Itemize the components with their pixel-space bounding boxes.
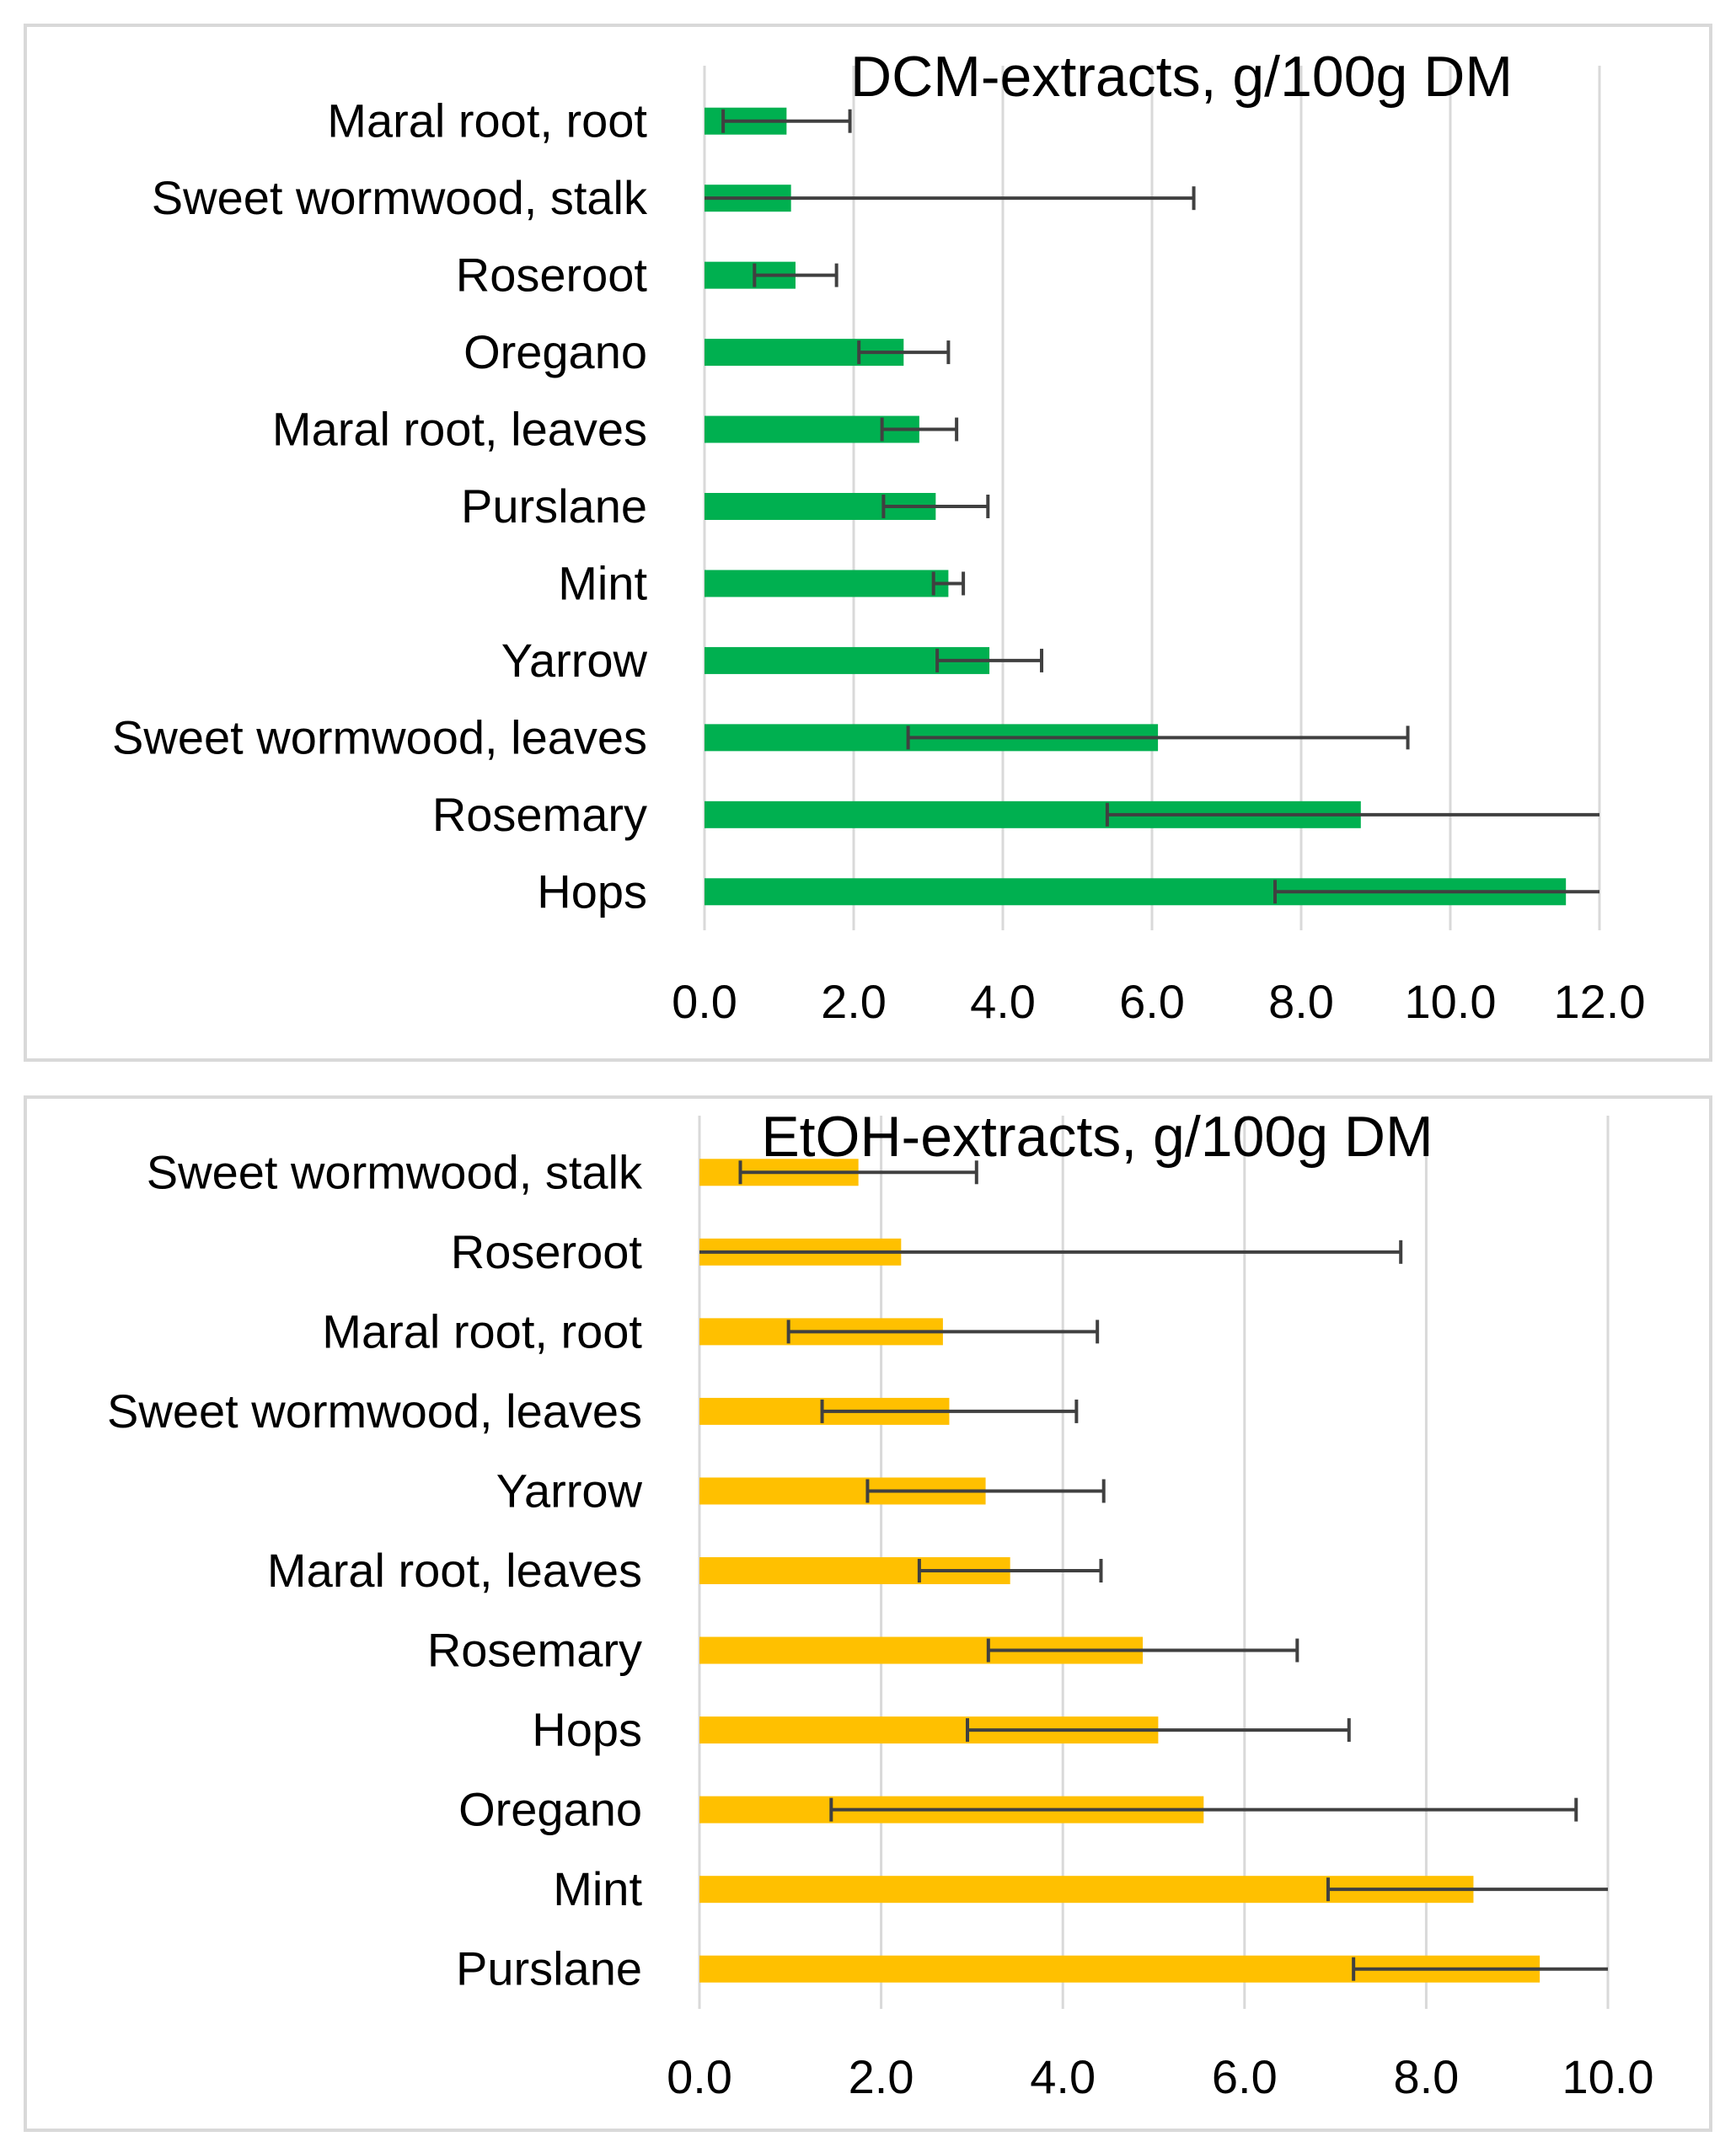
etoh-category-label: Oregano bbox=[458, 1783, 642, 1836]
etoh-error-bar bbox=[1352, 1957, 1608, 1981]
dcm-category-label: Roseroot bbox=[456, 249, 648, 302]
etoh-error-bar bbox=[917, 1559, 1103, 1582]
etoh-tick-label: 6.0 bbox=[1212, 2050, 1278, 2103]
dcm-error-bar bbox=[881, 495, 990, 518]
dcm-category-label: Oregano bbox=[463, 325, 647, 378]
etoh-error-bar bbox=[699, 1240, 1403, 1264]
dcm-error-bar bbox=[931, 571, 966, 596]
etoh-error-bar bbox=[820, 1399, 1079, 1423]
dcm-tick-label: 10.0 bbox=[1405, 975, 1497, 1028]
dcm-tick-label: 12.0 bbox=[1554, 975, 1646, 1028]
etoh-error-bar bbox=[865, 1479, 1106, 1503]
dcm-category-label: Mint bbox=[558, 556, 647, 609]
dcm-category-label: Sweet wormwood, leaves bbox=[112, 710, 647, 763]
dcm-error-bar bbox=[705, 186, 1196, 211]
etoh-chart-panel: Purslane Mint Oregano Hops Rosemary Maral roo… bbox=[24, 1095, 1712, 2132]
dcm-bar bbox=[705, 570, 949, 597]
etoh-chart: Purslane Mint Oregano Hops Rosemary Maral roo… bbox=[107, 1105, 1654, 2103]
dcm-error-bar bbox=[935, 648, 1044, 672]
etoh-category-label: Maral root, root bbox=[322, 1304, 642, 1357]
etoh-tick-label: 4.0 bbox=[1030, 2050, 1096, 2103]
etoh-error-bar bbox=[966, 1718, 1351, 1743]
dcm-category-label: Maral root, root bbox=[327, 94, 647, 147]
dcm-error-bar bbox=[721, 109, 852, 133]
dcm-category-label: Maral root, leaves bbox=[272, 403, 647, 456]
dcm-category-label: Sweet wormwood, stalk bbox=[152, 171, 648, 224]
etoh-category-label: Mint bbox=[553, 1862, 642, 1915]
etoh-tick-label: 2.0 bbox=[849, 2050, 914, 2103]
etoh-error-bar bbox=[829, 1797, 1578, 1822]
dcm-tick-label: 8.0 bbox=[1268, 975, 1334, 1028]
etoh-tick-label: 8.0 bbox=[1393, 2050, 1459, 2103]
dcm-chart-panel: Hops Rosemary Sweet wormwood, leaves Yarrow… bbox=[24, 24, 1712, 1062]
etoh-category-label: Sweet wormwood, stalk bbox=[147, 1145, 643, 1198]
dcm-error-bar bbox=[906, 726, 1410, 750]
dcm-tick-label: 4.0 bbox=[970, 975, 1036, 1028]
etoh-error-bar bbox=[1326, 1877, 1608, 1902]
etoh-chart-title: EtOH-extracts, g/100g DM bbox=[761, 1105, 1433, 1169]
dcm-error-bar bbox=[880, 417, 959, 442]
etoh-tick-label: 10.0 bbox=[1562, 2050, 1654, 2103]
dcm-chart-title: DCM-extracts, g/100g DM bbox=[850, 45, 1513, 109]
etoh-category-label: Purslane bbox=[456, 1942, 642, 1995]
etoh-error-bar bbox=[738, 1160, 978, 1185]
etoh-error-bar bbox=[786, 1320, 1100, 1344]
etoh-category-label: Sweet wormwood, leaves bbox=[107, 1384, 642, 1438]
dcm-error-bar bbox=[1273, 880, 1599, 904]
dcm-tick-label: 0.0 bbox=[672, 975, 737, 1028]
dcm-error-bar bbox=[753, 263, 839, 287]
dcm-tick-label: 6.0 bbox=[1119, 975, 1185, 1028]
etoh-error-bar bbox=[986, 1638, 1299, 1663]
dcm-category-label: Hops bbox=[537, 865, 647, 918]
etoh-category-label: Hops bbox=[532, 1703, 642, 1756]
etoh-category-label: Rosemary bbox=[427, 1624, 642, 1677]
dcm-chart: Hops Rosemary Sweet wormwood, leaves Yarrow… bbox=[112, 45, 1646, 1028]
dcm-category-label: Rosemary bbox=[432, 788, 647, 841]
etoh-category-label: Maral root, leaves bbox=[267, 1544, 642, 1597]
etoh-category-label: Yarrow bbox=[496, 1464, 643, 1517]
dcm-error-bar bbox=[857, 340, 951, 365]
dcm-error-bar bbox=[1105, 802, 1599, 827]
dcm-category-label: Yarrow bbox=[501, 634, 648, 687]
etoh-tick-label: 0.0 bbox=[667, 2050, 732, 2103]
dcm-tick-label: 2.0 bbox=[821, 975, 887, 1028]
dcm-category-label: Purslane bbox=[461, 479, 647, 533]
etoh-category-label: Roseroot bbox=[451, 1225, 643, 1278]
